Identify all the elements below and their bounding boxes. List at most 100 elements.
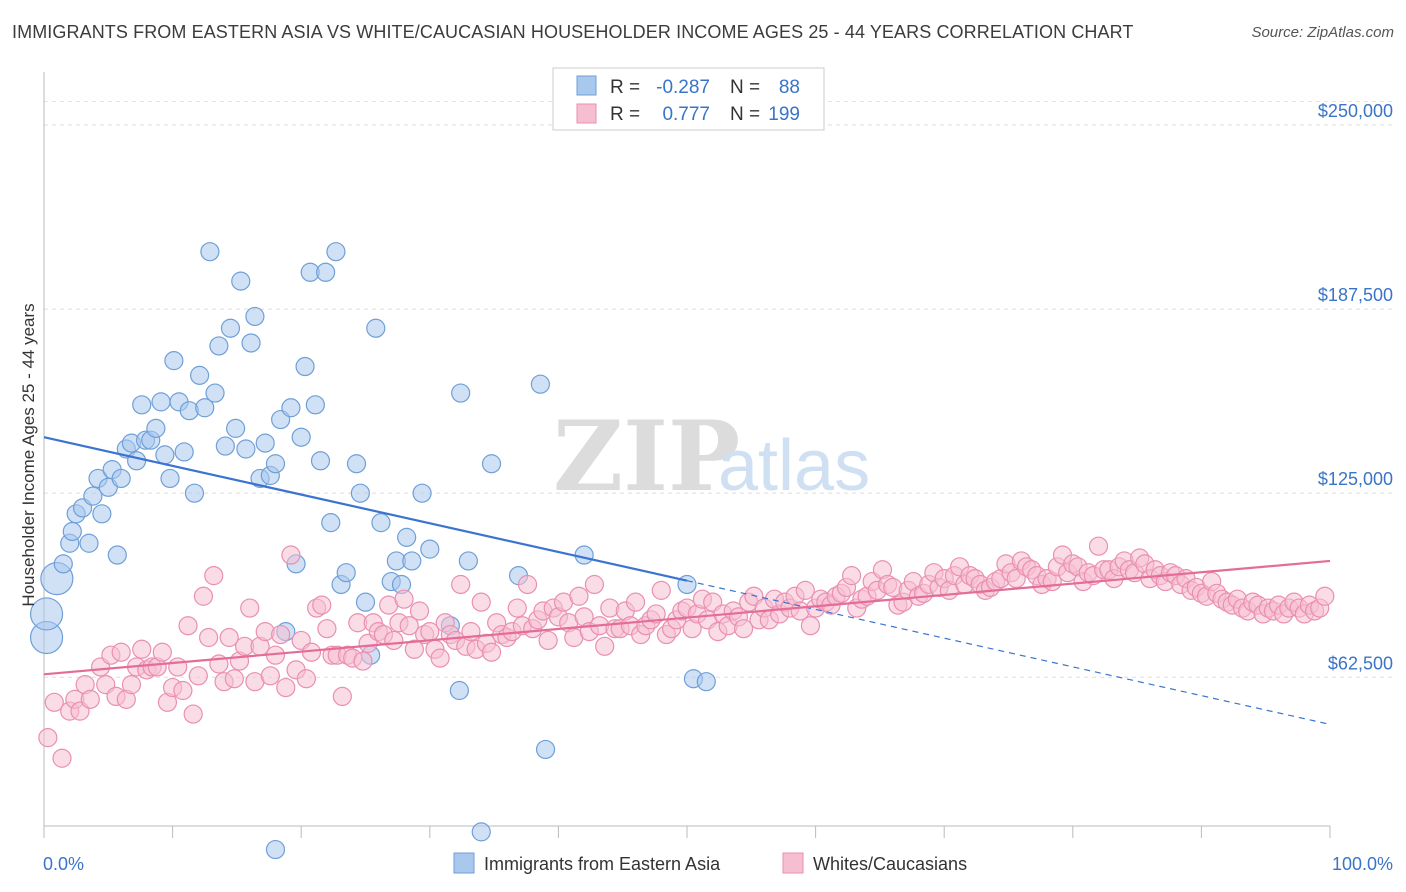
point-white (517, 574, 538, 595)
data-points (29, 242, 1335, 860)
point-white (80, 689, 100, 709)
point-eastern-asia (184, 483, 205, 503)
point-eastern-asia (111, 468, 131, 489)
point-eastern-asia (83, 486, 103, 506)
point-eastern-asia (79, 533, 99, 553)
y-axis-label: Householder Income Ages 25 - 44 years (19, 303, 38, 606)
point-eastern-asia (574, 545, 594, 565)
point-white (38, 728, 58, 748)
point-white (332, 686, 352, 707)
point-eastern-asia (231, 271, 251, 291)
stats-n-label-pink: N = (730, 104, 760, 125)
point-eastern-asia (29, 597, 64, 631)
point-white (219, 627, 239, 648)
point-eastern-asia (132, 395, 152, 415)
point-white (224, 669, 244, 689)
stats-swatch-blue (576, 75, 597, 96)
point-eastern-asia (164, 351, 184, 371)
point-eastern-asia (236, 439, 256, 459)
point-white (595, 636, 615, 656)
point-white (199, 627, 219, 648)
source-note: Source: ZipAtlas.com (1251, 24, 1394, 41)
point-white (651, 580, 671, 600)
point-eastern-asia (366, 318, 386, 338)
watermark: ZIP atlas (553, 400, 870, 513)
point-white (178, 616, 198, 636)
point-eastern-asia (355, 592, 376, 612)
point-eastern-asia (350, 483, 370, 503)
y-tick-labels: $62,500 $125,000 $187,500 $250,000 (1318, 101, 1393, 673)
point-eastern-asia (92, 504, 112, 524)
point-white (52, 748, 72, 768)
point-eastern-asia (316, 262, 336, 282)
point-white (312, 595, 332, 615)
point-eastern-asia (155, 445, 175, 465)
x-tick-label-end: 100.0% (1332, 854, 1393, 874)
point-white (204, 566, 224, 586)
point-eastern-asia (255, 433, 275, 453)
point-white (399, 616, 419, 636)
point-white (394, 589, 414, 609)
point-eastern-asia (530, 374, 550, 394)
point-eastern-asia (310, 451, 331, 471)
stats-r-label-blue: R = (610, 77, 640, 98)
point-white (121, 675, 142, 695)
point-white (183, 704, 203, 724)
point-white (584, 574, 605, 595)
axes (43, 72, 1331, 838)
point-eastern-asia (420, 539, 440, 559)
point-white (625, 592, 646, 612)
point-white (409, 601, 430, 621)
point-white (451, 574, 471, 595)
legend-swatch-blue (453, 852, 475, 874)
point-white (646, 604, 666, 624)
trend-line-eastern-asia (43, 436, 688, 582)
point-white (188, 666, 208, 686)
point-white (276, 677, 296, 698)
point-white (168, 657, 188, 677)
point-white (193, 586, 214, 606)
point-eastern-asia (174, 442, 194, 462)
point-eastern-asia (53, 554, 73, 574)
point-eastern-asia (107, 545, 127, 565)
chart-title: IMMIGRANTS FROM EASTERN ASIA VS WHITE/CA… (12, 22, 1134, 42)
point-eastern-asia (481, 454, 502, 474)
point-white (271, 624, 291, 645)
point-white (317, 619, 337, 639)
point-eastern-asia (209, 336, 229, 356)
point-eastern-asia (220, 318, 241, 338)
point-white (795, 580, 815, 600)
x-tick-label-start: 0.0% (43, 854, 84, 874)
point-eastern-asia (295, 356, 315, 377)
y-tick-label: $125,000 (1318, 469, 1393, 489)
point-white (44, 692, 64, 712)
point-eastern-asia (449, 680, 469, 701)
point-white (507, 598, 527, 618)
point-white (1315, 586, 1335, 606)
stats-swatch-pink (576, 103, 597, 124)
stats-n-label-blue: N = (730, 77, 760, 98)
point-eastern-asia (458, 551, 478, 571)
point-white (430, 648, 450, 668)
point-eastern-asia (265, 839, 286, 860)
point-eastern-asia (160, 468, 180, 489)
y-tick-label: $250,000 (1318, 101, 1393, 121)
point-eastern-asia (62, 521, 82, 542)
point-eastern-asia (336, 563, 356, 583)
legend-swatch-pink (782, 852, 804, 874)
point-eastern-asia (241, 333, 261, 353)
point-white (281, 545, 301, 565)
point-eastern-asia (412, 483, 432, 503)
point-eastern-asia (291, 427, 311, 447)
point-white (260, 666, 280, 686)
point-white (538, 630, 558, 651)
point-eastern-asia (126, 451, 147, 471)
point-eastern-asia (281, 398, 301, 418)
point-eastern-asia (696, 672, 716, 692)
point-eastern-asia (195, 398, 215, 418)
point-eastern-asia (146, 418, 166, 438)
point-white (842, 566, 862, 586)
point-white (240, 598, 260, 618)
point-eastern-asia (205, 383, 225, 403)
